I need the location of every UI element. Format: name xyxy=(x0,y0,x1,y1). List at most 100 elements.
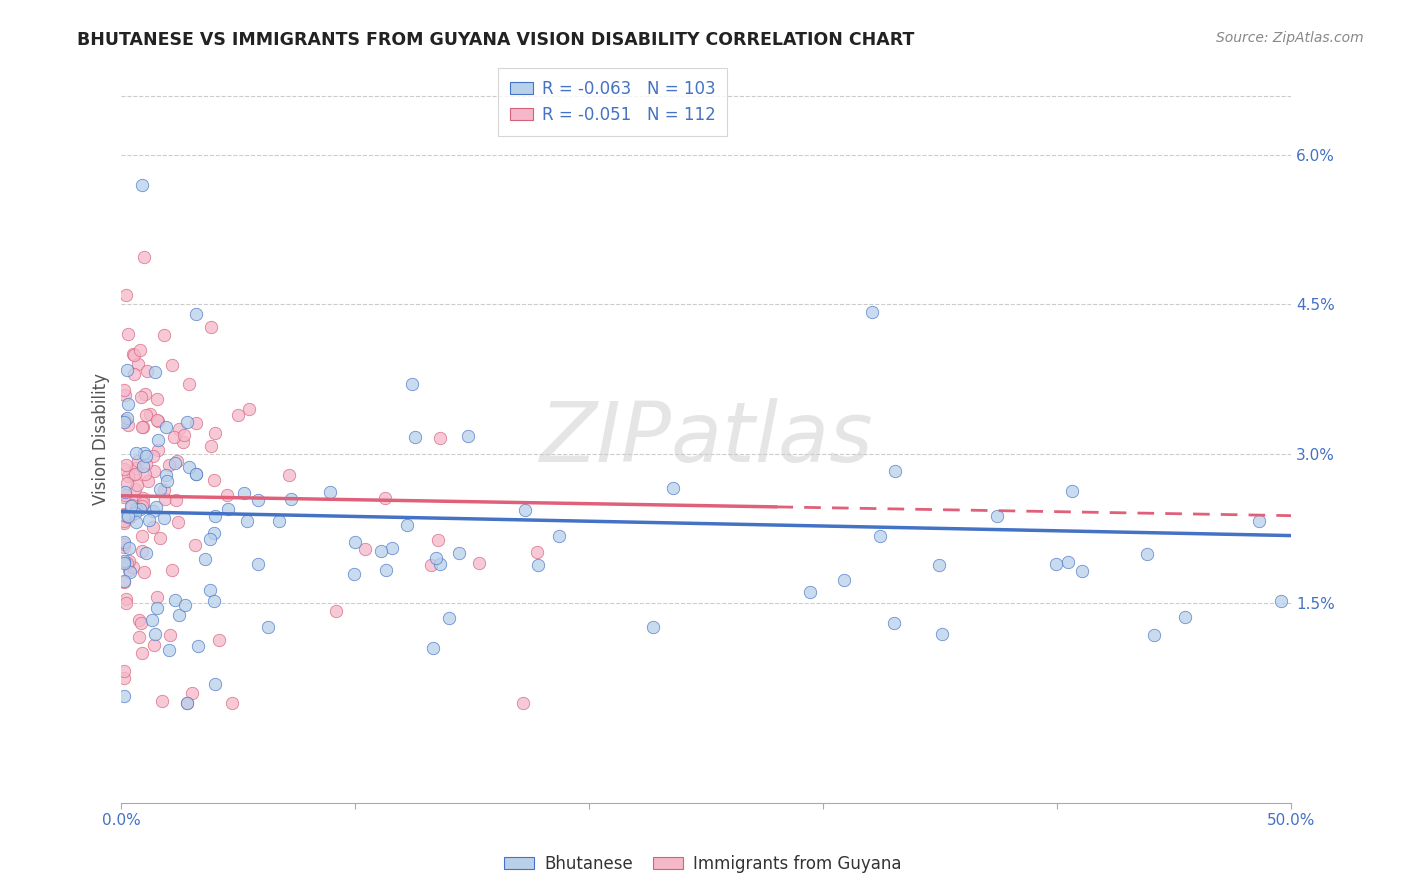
Point xyxy=(112,672,135,686)
Point xyxy=(319,485,342,500)
Point xyxy=(112,490,135,504)
Point xyxy=(1143,628,1166,642)
Point xyxy=(401,377,423,392)
Point xyxy=(173,428,195,442)
Point xyxy=(131,499,153,513)
Point xyxy=(129,616,152,631)
Point xyxy=(129,501,152,516)
Point xyxy=(437,610,460,624)
Point xyxy=(153,511,176,525)
Point xyxy=(176,696,198,710)
Point xyxy=(353,542,375,557)
Point xyxy=(132,495,155,509)
Point xyxy=(457,429,479,443)
Point xyxy=(120,509,142,524)
Point xyxy=(143,627,166,641)
Point xyxy=(173,598,195,612)
Point xyxy=(112,508,135,522)
Point xyxy=(117,510,139,524)
Point xyxy=(217,502,239,516)
Point xyxy=(117,397,139,411)
Point xyxy=(112,574,135,589)
Point xyxy=(200,439,222,453)
Point xyxy=(112,554,135,568)
Point xyxy=(125,515,148,529)
Point xyxy=(404,430,426,444)
Point xyxy=(122,347,145,361)
Point xyxy=(114,484,136,499)
Point xyxy=(186,467,208,482)
Point xyxy=(117,363,139,377)
Point xyxy=(176,415,198,429)
Point xyxy=(277,468,299,483)
Point xyxy=(120,499,142,513)
Point xyxy=(1045,557,1067,571)
Point xyxy=(204,676,226,690)
Point xyxy=(1071,565,1094,579)
Point xyxy=(131,419,153,434)
Point xyxy=(799,585,821,599)
Point xyxy=(267,515,290,529)
Point xyxy=(124,506,146,520)
Point xyxy=(184,538,207,552)
Point xyxy=(427,533,450,548)
Point xyxy=(641,620,664,634)
Point xyxy=(112,537,135,551)
Point xyxy=(131,178,153,192)
Point xyxy=(467,556,489,570)
Point xyxy=(142,520,165,534)
Point xyxy=(512,696,534,710)
Point xyxy=(148,532,170,546)
Point xyxy=(124,482,146,496)
Point xyxy=(381,541,404,555)
Point xyxy=(115,557,138,571)
Point xyxy=(202,594,225,608)
Point xyxy=(121,467,143,482)
Point xyxy=(166,492,188,507)
Point xyxy=(128,630,150,644)
Point xyxy=(142,638,165,652)
Point xyxy=(928,558,950,572)
Point xyxy=(132,491,155,506)
Point xyxy=(198,582,221,597)
Point xyxy=(184,308,207,322)
Point xyxy=(1060,484,1083,499)
Point xyxy=(160,358,183,372)
Point xyxy=(127,477,149,491)
Point xyxy=(163,593,186,607)
Point xyxy=(157,458,180,472)
Point xyxy=(883,464,905,478)
Point xyxy=(883,616,905,631)
Point xyxy=(869,529,891,543)
Point xyxy=(115,592,138,607)
Point xyxy=(131,544,153,558)
Point xyxy=(155,468,177,483)
Point xyxy=(127,454,149,468)
Point xyxy=(122,367,145,381)
Point xyxy=(149,482,172,496)
Point xyxy=(132,565,155,579)
Point xyxy=(375,563,398,577)
Point xyxy=(118,553,141,567)
Point xyxy=(526,545,548,559)
Point xyxy=(1270,593,1292,607)
Text: BHUTANESE VS IMMIGRANTS FROM GUYANA VISION DISABILITY CORRELATION CHART: BHUTANESE VS IMMIGRANTS FROM GUYANA VISI… xyxy=(77,31,915,49)
Point xyxy=(1174,609,1197,624)
Point xyxy=(131,528,153,542)
Point xyxy=(142,449,165,463)
Point xyxy=(163,456,186,470)
Point xyxy=(145,591,167,605)
Point xyxy=(449,546,471,560)
Point xyxy=(422,640,444,655)
Point xyxy=(396,517,419,532)
Point xyxy=(166,454,188,468)
Point xyxy=(167,607,190,622)
Point xyxy=(200,320,222,334)
Point xyxy=(131,419,153,434)
Point xyxy=(186,416,208,430)
Point xyxy=(257,620,280,634)
Point xyxy=(325,604,347,618)
Point xyxy=(117,509,139,524)
Point xyxy=(179,377,201,392)
Point xyxy=(115,596,138,610)
